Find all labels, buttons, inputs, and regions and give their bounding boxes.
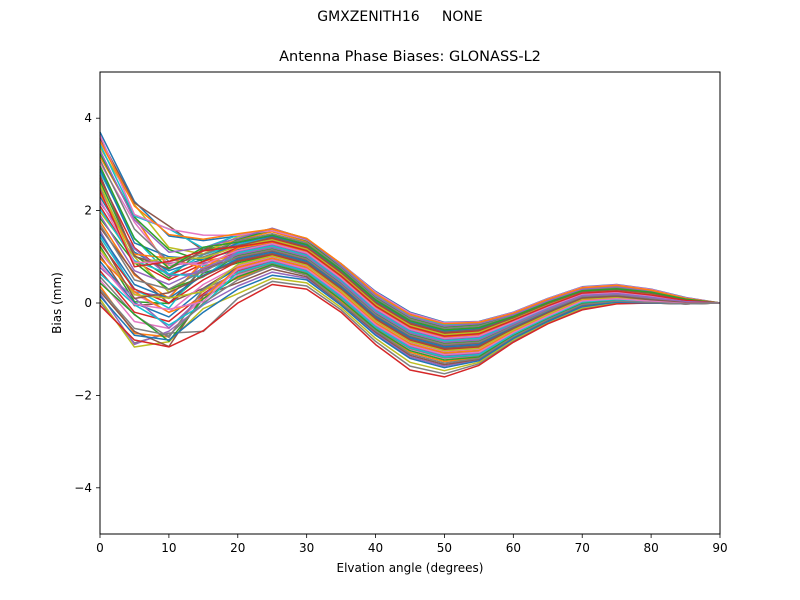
series-line bbox=[99, 265, 721, 364]
y-tick-label: 4 bbox=[84, 111, 92, 125]
x-tick-label: 0 bbox=[96, 541, 104, 555]
series-line bbox=[99, 159, 721, 330]
series-line bbox=[99, 199, 721, 340]
x-tick-label: 40 bbox=[368, 541, 383, 555]
x-tick-label: 60 bbox=[506, 541, 521, 555]
x-tick-label: 90 bbox=[712, 541, 727, 555]
series-line bbox=[99, 140, 721, 325]
series-line bbox=[99, 239, 721, 350]
chart-title: Antenna Phase Biases: GLONASS-L2 bbox=[279, 49, 541, 65]
y-tick-label: −4 bbox=[74, 481, 92, 495]
series-line bbox=[99, 165, 721, 331]
x-tick-label: 20 bbox=[230, 541, 245, 555]
series-lines bbox=[99, 131, 721, 378]
series-line bbox=[99, 224, 721, 346]
series-line bbox=[99, 274, 721, 369]
y-tick-label: 0 bbox=[84, 296, 92, 310]
x-tick-label: 10 bbox=[161, 541, 176, 555]
series-line bbox=[99, 283, 721, 378]
y-axis-ticks: −4 −2 0 2 4 bbox=[74, 111, 100, 495]
series-line bbox=[99, 259, 721, 356]
x-axis-label: Elvation angle (degrees) bbox=[336, 561, 484, 575]
figure-suptitle: GMXZENITH16 NONE bbox=[317, 9, 483, 25]
x-tick-label: 70 bbox=[575, 541, 590, 555]
x-tick-label: 30 bbox=[299, 541, 314, 555]
series-line bbox=[99, 190, 721, 337]
x-axis-ticks: 0 10 20 30 40 50 60 70 80 90 bbox=[96, 534, 728, 555]
series-line bbox=[99, 214, 721, 344]
x-tick-label: 80 bbox=[643, 541, 658, 555]
y-tick-label: 2 bbox=[84, 204, 92, 218]
series-line bbox=[99, 248, 720, 352]
series-line bbox=[99, 261, 721, 358]
x-tick-label: 50 bbox=[437, 541, 452, 555]
y-tick-label: −2 bbox=[74, 388, 92, 402]
